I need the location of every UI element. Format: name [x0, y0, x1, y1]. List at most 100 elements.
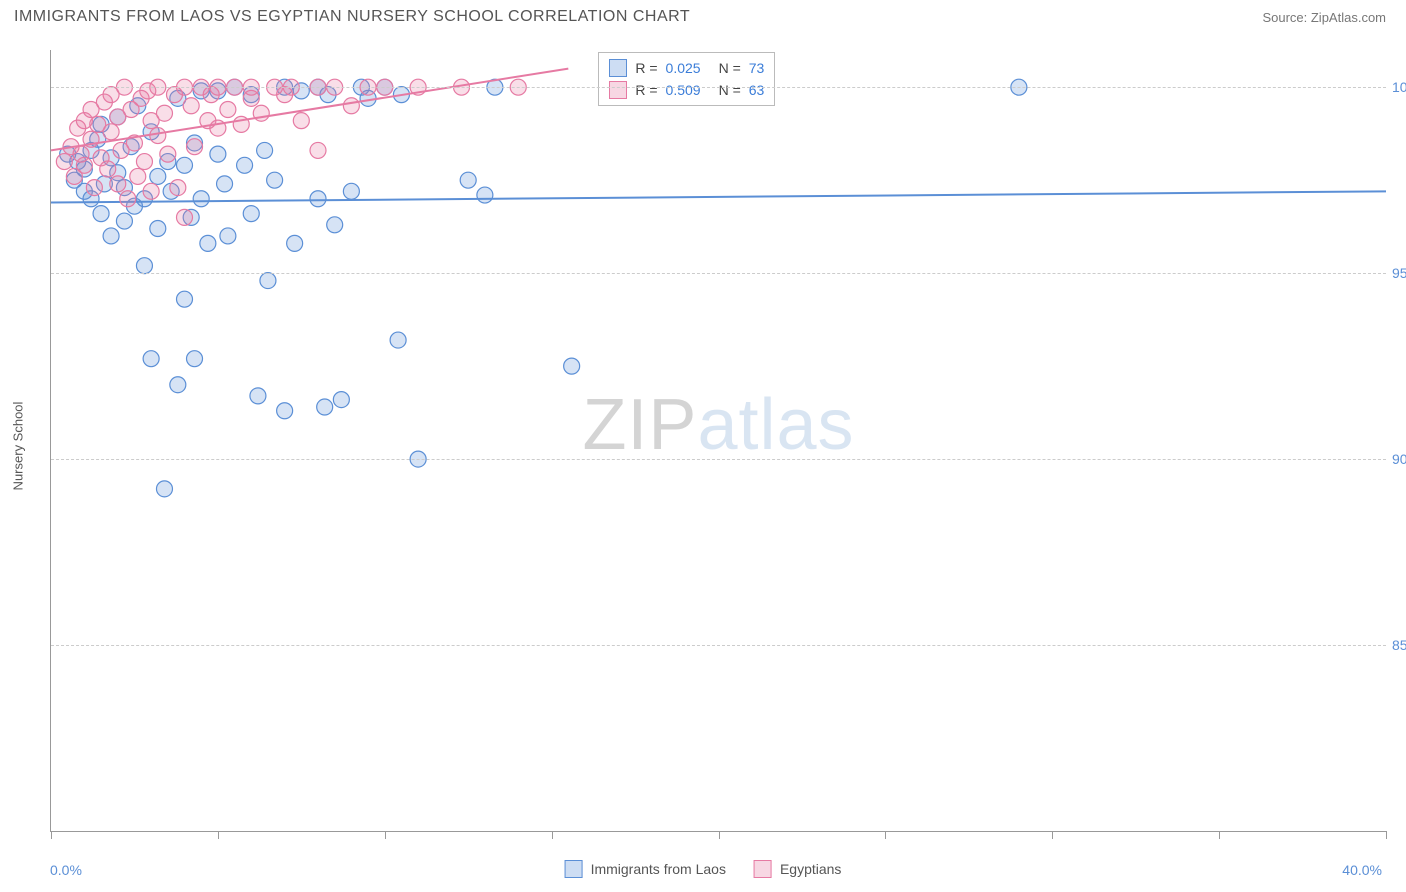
data-point — [187, 139, 203, 155]
data-point — [310, 142, 326, 158]
x-tick — [51, 831, 52, 839]
x-tick — [1386, 831, 1387, 839]
data-point — [150, 168, 166, 184]
data-point — [136, 154, 152, 170]
data-point — [76, 157, 92, 173]
data-point — [267, 172, 283, 188]
x-tick — [385, 831, 386, 839]
data-point — [150, 128, 166, 144]
legend-swatch — [565, 860, 583, 878]
legend-swatch — [754, 860, 772, 878]
data-point — [177, 157, 193, 173]
data-point — [390, 332, 406, 348]
data-point — [170, 377, 186, 393]
stats-legend: R = 0.025 N = 73 R = 0.509 N = 63 — [598, 52, 775, 106]
data-point — [100, 161, 116, 177]
stat-n-value: 63 — [749, 82, 765, 98]
data-point — [86, 180, 102, 196]
stat-n-label: N = — [719, 82, 741, 98]
gridline — [51, 459, 1386, 460]
data-point — [110, 176, 126, 192]
y-tick-label: 95.0% — [1392, 265, 1406, 281]
legend-label: Immigrants from Laos — [591, 861, 726, 877]
data-point — [210, 146, 226, 162]
stats-legend-row: R = 0.509 N = 63 — [609, 79, 764, 101]
data-point — [250, 388, 266, 404]
data-point — [277, 403, 293, 419]
data-point — [193, 191, 209, 207]
data-point — [310, 191, 326, 207]
data-point — [103, 124, 119, 140]
source-attribution: Source: ZipAtlas.com — [1262, 10, 1386, 25]
scatter-chart: ZIPatlas R = 0.025N = 73R = 0.509N = 63 … — [50, 50, 1386, 832]
series-legend: Immigrants from Laos Egyptians — [565, 860, 842, 878]
x-tick — [885, 831, 886, 839]
data-point — [136, 258, 152, 274]
data-point — [343, 98, 359, 114]
data-point — [160, 146, 176, 162]
data-point — [243, 206, 259, 222]
data-point — [156, 481, 172, 497]
data-point — [177, 209, 193, 225]
x-tick — [1052, 831, 1053, 839]
legend-label: Egyptians — [780, 861, 841, 877]
data-point — [477, 187, 493, 203]
data-point — [143, 351, 159, 367]
y-tick-label: 90.0% — [1392, 451, 1406, 467]
data-point — [183, 98, 199, 114]
data-point — [287, 235, 303, 251]
y-axis-label: Nursery School — [11, 402, 26, 491]
data-point — [460, 172, 476, 188]
data-point — [177, 291, 193, 307]
gridline — [51, 645, 1386, 646]
legend-swatch — [609, 59, 627, 77]
data-point — [327, 217, 343, 233]
trend-line — [51, 191, 1386, 202]
x-tick — [552, 831, 553, 839]
data-point — [93, 206, 109, 222]
data-point — [187, 351, 203, 367]
data-point — [564, 358, 580, 374]
data-point — [217, 176, 233, 192]
x-tick — [1219, 831, 1220, 839]
data-point — [130, 168, 146, 184]
stats-legend-row: R = 0.025 N = 73 — [609, 57, 764, 79]
data-point — [116, 213, 132, 229]
data-point — [317, 399, 333, 415]
legend-swatch — [609, 81, 627, 99]
data-point — [220, 228, 236, 244]
data-point — [257, 142, 273, 158]
data-point — [103, 228, 119, 244]
stat-r-value: 0.025 — [666, 60, 701, 76]
x-axis-min-label: 0.0% — [50, 862, 82, 878]
plot-svg — [51, 50, 1386, 831]
data-point — [120, 191, 136, 207]
data-point — [333, 392, 349, 408]
data-point — [150, 221, 166, 237]
data-point — [170, 180, 186, 196]
x-axis-max-label: 40.0% — [1342, 862, 1382, 878]
stat-r-label: R = — [635, 82, 657, 98]
data-point — [143, 183, 159, 199]
stat-r-label: R = — [635, 60, 657, 76]
data-point — [200, 235, 216, 251]
y-tick-label: 100.0% — [1392, 79, 1406, 95]
data-point — [220, 102, 236, 118]
data-point — [156, 105, 172, 121]
data-point — [343, 183, 359, 199]
gridline — [51, 273, 1386, 274]
data-point — [237, 157, 253, 173]
legend-item: Immigrants from Laos — [565, 860, 726, 878]
stat-n-label: N = — [719, 60, 741, 76]
stat-r-value: 0.509 — [666, 82, 701, 98]
data-point — [260, 273, 276, 289]
data-point — [56, 154, 72, 170]
x-tick — [719, 831, 720, 839]
gridline — [51, 87, 1386, 88]
x-tick — [218, 831, 219, 839]
chart-title: IMMIGRANTS FROM LAOS VS EGYPTIAN NURSERY… — [14, 8, 690, 26]
data-point — [293, 113, 309, 129]
stat-n-value: 73 — [749, 60, 765, 76]
legend-item: Egyptians — [754, 860, 841, 878]
y-tick-label: 85.0% — [1392, 637, 1406, 653]
